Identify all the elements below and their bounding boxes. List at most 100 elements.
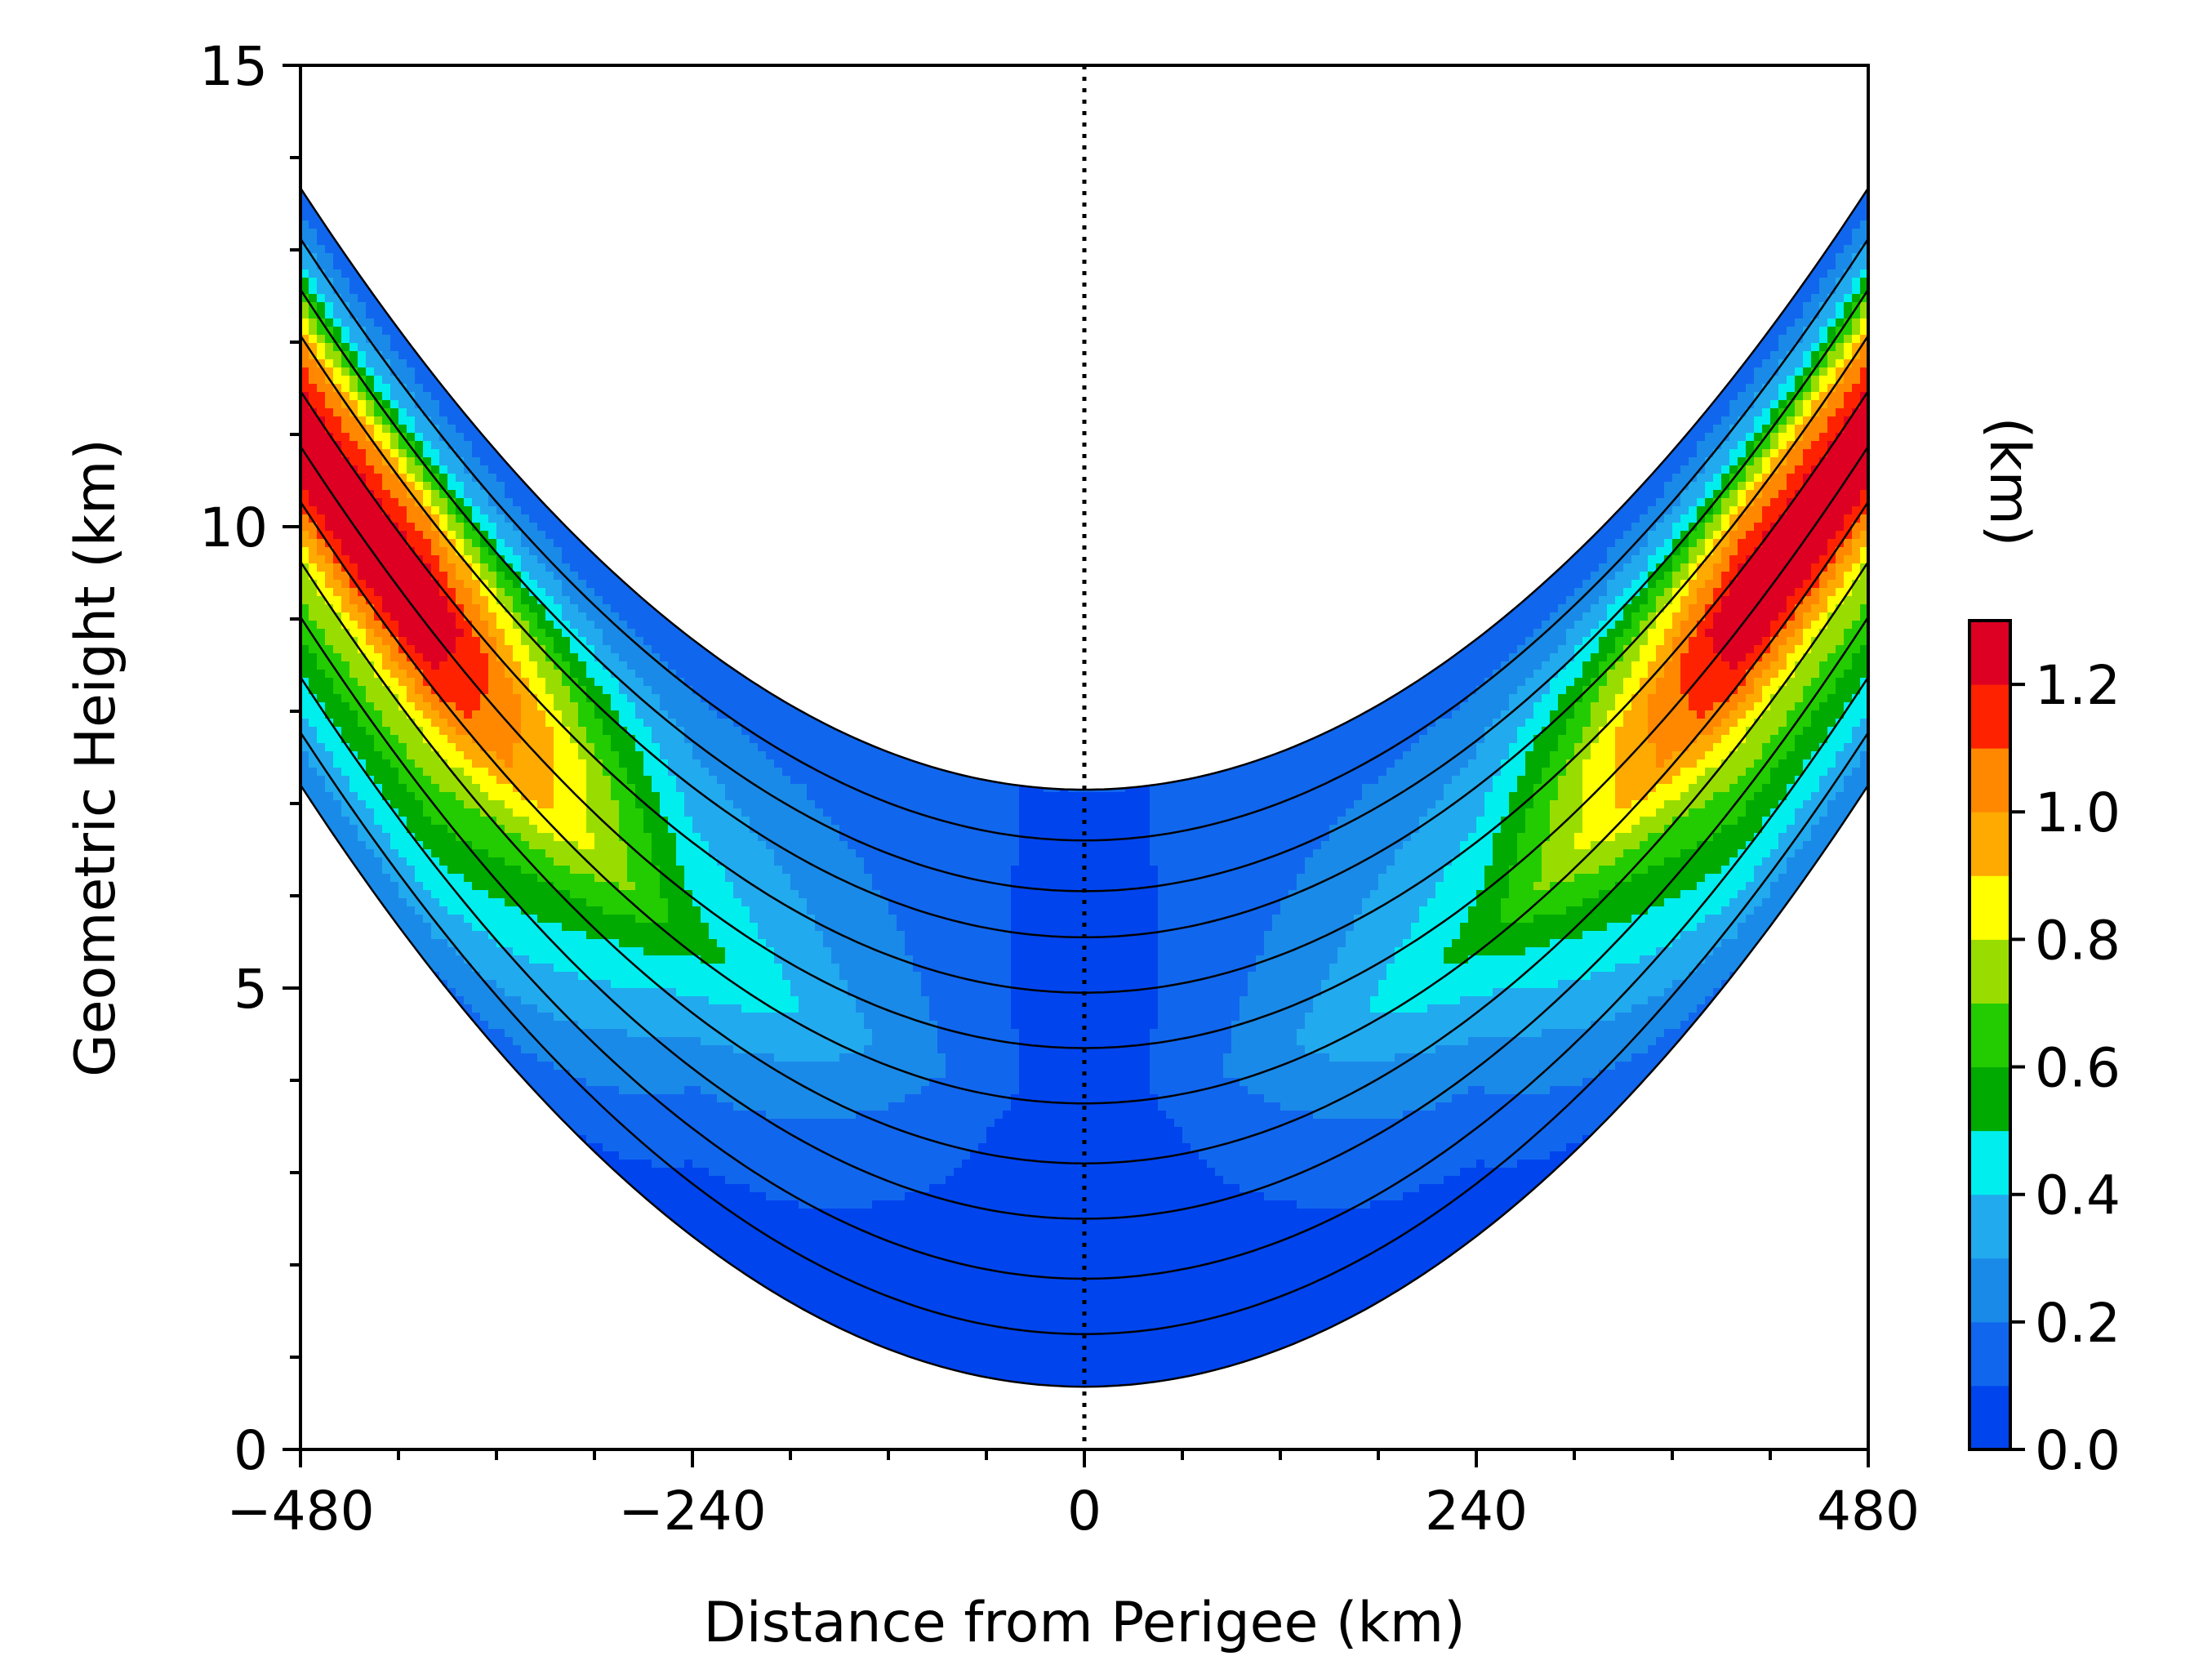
contour-cell [627,670,636,679]
contour-cell [513,841,522,850]
contour-cell [309,433,318,442]
contour-cell [668,1045,677,1054]
contour-cell [709,996,718,1005]
contour-cell [758,882,767,891]
contour-cell [341,759,350,768]
contour-cell [423,866,432,875]
contour-cell [733,800,742,809]
contour-cell [554,972,563,981]
contour-cell [611,751,620,760]
contour-cell [790,751,799,760]
contour-cell [758,1070,767,1079]
contour-cell [570,1062,579,1071]
contour-cell [717,1241,726,1250]
contour-cell [513,980,522,989]
contour-cell [562,759,571,768]
contour-cell [472,784,481,793]
contour-cell [529,498,538,507]
contour-cell [578,923,587,932]
contour-cell [439,833,448,842]
contour-cell [660,931,669,940]
contour-cell [578,1111,587,1120]
contour-cell [341,449,350,458]
contour-cell [300,302,309,311]
contour-cell [627,808,636,817]
contour-cell [529,555,538,564]
contour-cell [676,906,685,915]
contour-cell [774,1168,783,1177]
contour-cell [480,915,489,924]
contour-cell [594,923,603,932]
contour-cell [423,441,432,450]
contour-cell [333,547,342,556]
contour-cell [725,710,734,719]
contour-cell [717,792,726,801]
contour-cell [774,923,783,932]
contour-cell [488,906,497,915]
contour-cell [505,490,514,499]
contour-cell [619,980,628,989]
contour-cell [529,1045,538,1054]
contour-cell [341,588,350,597]
contour-cell [635,792,644,801]
contour-cell [594,768,603,777]
contour-cell [570,719,579,728]
contour-cell [423,841,432,850]
contour-cell [309,759,318,768]
contour-cell [594,653,603,662]
contour-cell [709,1021,718,1030]
contour-cell [472,857,481,866]
contour-cell [603,580,612,589]
contour-cell [701,841,710,850]
contour-cell [349,670,358,679]
contour-cell [488,1029,497,1038]
contour-cell [782,890,791,899]
contour-cell [758,1192,767,1201]
contour-cell [578,661,587,670]
contour-cell [635,955,644,964]
contour-cell [635,1168,644,1177]
contour-cell [521,1004,530,1013]
contour-cell [611,833,620,842]
contour-cell [496,1029,505,1038]
contour-cell [349,425,358,434]
contour-cell [423,523,432,532]
contour-cell [635,612,644,621]
contour-cell [521,808,530,817]
contour-cell [415,678,424,687]
contour-cell [725,890,734,899]
contour-cell [758,1029,767,1038]
contour-cell [472,710,481,719]
contour-cell [578,604,587,613]
contour-cell [766,939,775,948]
contour-cell [300,629,309,638]
contour-cell [750,1013,759,1022]
contour-cell [309,694,318,703]
contour-cell [750,1184,759,1193]
contour-cell [643,727,652,736]
contour-cell [472,792,481,801]
contour-cell [782,1282,791,1291]
contour-cell [349,833,358,842]
contour-cell [382,612,391,621]
contour-cell [537,621,546,630]
contour-cell [766,768,775,777]
contour-cell [709,719,718,728]
contour-cell [496,523,505,532]
contour-cell [766,1192,775,1201]
contour-cell [341,841,350,850]
contour-cell [390,882,399,891]
contour-cell [660,1070,669,1079]
contour-cell [774,947,783,956]
contour-cell [603,1053,612,1062]
contour-cell [423,376,432,385]
contour-cell [496,931,505,940]
contour-cell [660,768,669,777]
contour-cell [782,964,791,973]
contour-cell [349,457,358,466]
contour-cell [562,784,571,793]
contour-cell [717,1004,726,1013]
contour-cell [382,637,391,646]
contour-cell [521,735,530,744]
contour-cell [578,727,587,736]
